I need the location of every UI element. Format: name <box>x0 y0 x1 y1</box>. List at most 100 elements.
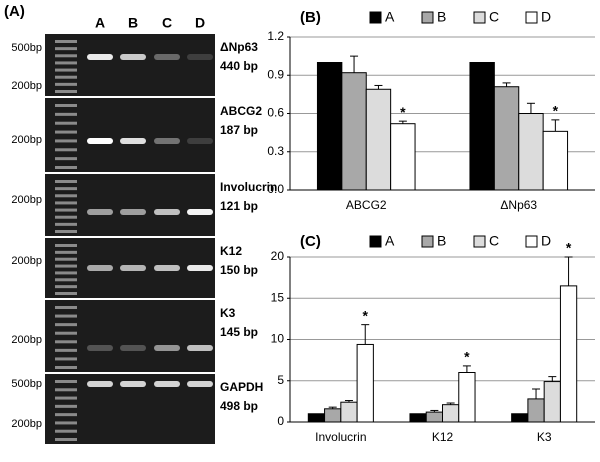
gel-band <box>87 345 113 351</box>
bar <box>340 401 358 423</box>
lane-label: D <box>195 15 205 31</box>
y-tick-label: 1.2 <box>267 29 284 43</box>
ladder-band <box>55 404 77 408</box>
ladder-band <box>55 230 77 233</box>
ladder-band <box>55 148 77 152</box>
legend-label: C <box>489 233 499 249</box>
gel-band <box>154 138 180 144</box>
bar <box>458 372 476 423</box>
gel-band <box>154 54 180 60</box>
ladder-band <box>55 104 77 107</box>
marker-label: 200bp <box>11 134 42 146</box>
ladder-band <box>55 285 77 289</box>
gene-label: K3 <box>220 306 236 320</box>
ladder-band <box>55 157 77 161</box>
x-tick-label: ABCG2 <box>346 198 387 212</box>
marker-label: 200bp <box>11 255 42 267</box>
ladder-band <box>55 68 77 72</box>
gel-band <box>187 138 213 144</box>
ladder-band <box>55 331 77 335</box>
gel-band <box>187 54 213 60</box>
bar <box>518 113 544 191</box>
gel <box>45 300 215 372</box>
size-label: 150 bp <box>220 263 258 277</box>
ladder-band <box>55 323 77 327</box>
legend-swatch <box>369 11 382 24</box>
annotation: * <box>464 349 470 365</box>
ladder-band <box>55 54 77 58</box>
lane-label: C <box>162 15 172 31</box>
bar <box>365 88 392 191</box>
ladder-band <box>55 413 77 417</box>
gel-band <box>87 265 113 271</box>
ladder-band <box>55 278 77 282</box>
gel-band <box>154 345 180 351</box>
ladder-band <box>55 380 77 383</box>
legend-label: A <box>385 9 395 25</box>
y-tick-label: 15 <box>271 290 285 304</box>
annotation: * <box>363 307 369 323</box>
error-bar <box>361 324 370 345</box>
ladder-band <box>55 130 77 134</box>
gel <box>45 174 215 236</box>
error-bar <box>502 82 511 87</box>
error-bar <box>328 406 337 409</box>
ladder-band <box>55 222 77 226</box>
marker-label: 200bp <box>11 80 42 92</box>
ladder-band <box>55 438 77 441</box>
marker-label: 500bp <box>11 42 42 54</box>
legend-label: B <box>437 233 446 249</box>
ladder-band <box>55 421 77 425</box>
x-tick-label: K3 <box>537 430 552 444</box>
error-bar <box>462 365 471 373</box>
legend-swatch <box>421 235 434 248</box>
size-label: 145 bp <box>220 325 258 339</box>
gel-band <box>87 209 113 215</box>
y-tick-label: 10 <box>271 332 285 346</box>
y-tick-label: 0.0 <box>267 182 284 196</box>
ladder-band <box>55 250 77 254</box>
x-tick-label: Involucrin <box>315 430 366 444</box>
size-label: 121 bp <box>220 199 258 213</box>
bar <box>341 72 367 191</box>
annotation: * <box>400 104 406 120</box>
ladder-band <box>55 201 77 205</box>
gel <box>45 98 215 172</box>
gel-band <box>120 138 146 144</box>
lane-label: B <box>128 15 138 31</box>
ladder-band <box>55 75 77 79</box>
gel-band <box>187 345 213 351</box>
legend-label: D <box>541 233 551 249</box>
size-label: 187 bp <box>220 123 258 137</box>
marker-label: 200bp <box>11 418 42 430</box>
error-bar <box>350 55 359 73</box>
y-tick-label: 0.6 <box>267 106 284 120</box>
error-bar <box>430 409 439 413</box>
ladder-band <box>55 187 77 191</box>
gel-band <box>154 381 180 387</box>
bar <box>543 381 561 423</box>
y-tick-label: 0.3 <box>267 144 284 158</box>
gel-band <box>87 138 113 144</box>
lane-label: A <box>95 15 105 31</box>
size-label: 498 bp <box>220 399 258 413</box>
bar <box>559 285 578 423</box>
ladder-band <box>55 257 77 261</box>
gel-band <box>87 54 113 60</box>
gel <box>45 34 215 96</box>
gene-label: GAPDH <box>220 380 263 394</box>
error-bar <box>446 402 455 405</box>
y-tick-label: 0.9 <box>267 67 284 81</box>
bar <box>442 404 460 423</box>
bar <box>409 413 427 423</box>
bar <box>307 413 326 423</box>
ladder-band <box>55 180 77 183</box>
ladder-band <box>55 366 77 369</box>
panel-label: (A) <box>4 3 25 20</box>
gene-label: ΔNp63 <box>220 40 258 54</box>
bar <box>493 86 520 191</box>
panel-label: (C) <box>300 233 321 250</box>
error-bar <box>398 120 407 124</box>
legend-label: B <box>437 9 446 25</box>
bar <box>390 123 416 191</box>
